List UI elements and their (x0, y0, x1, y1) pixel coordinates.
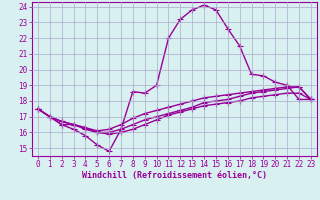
X-axis label: Windchill (Refroidissement éolien,°C): Windchill (Refroidissement éolien,°C) (82, 171, 267, 180)
